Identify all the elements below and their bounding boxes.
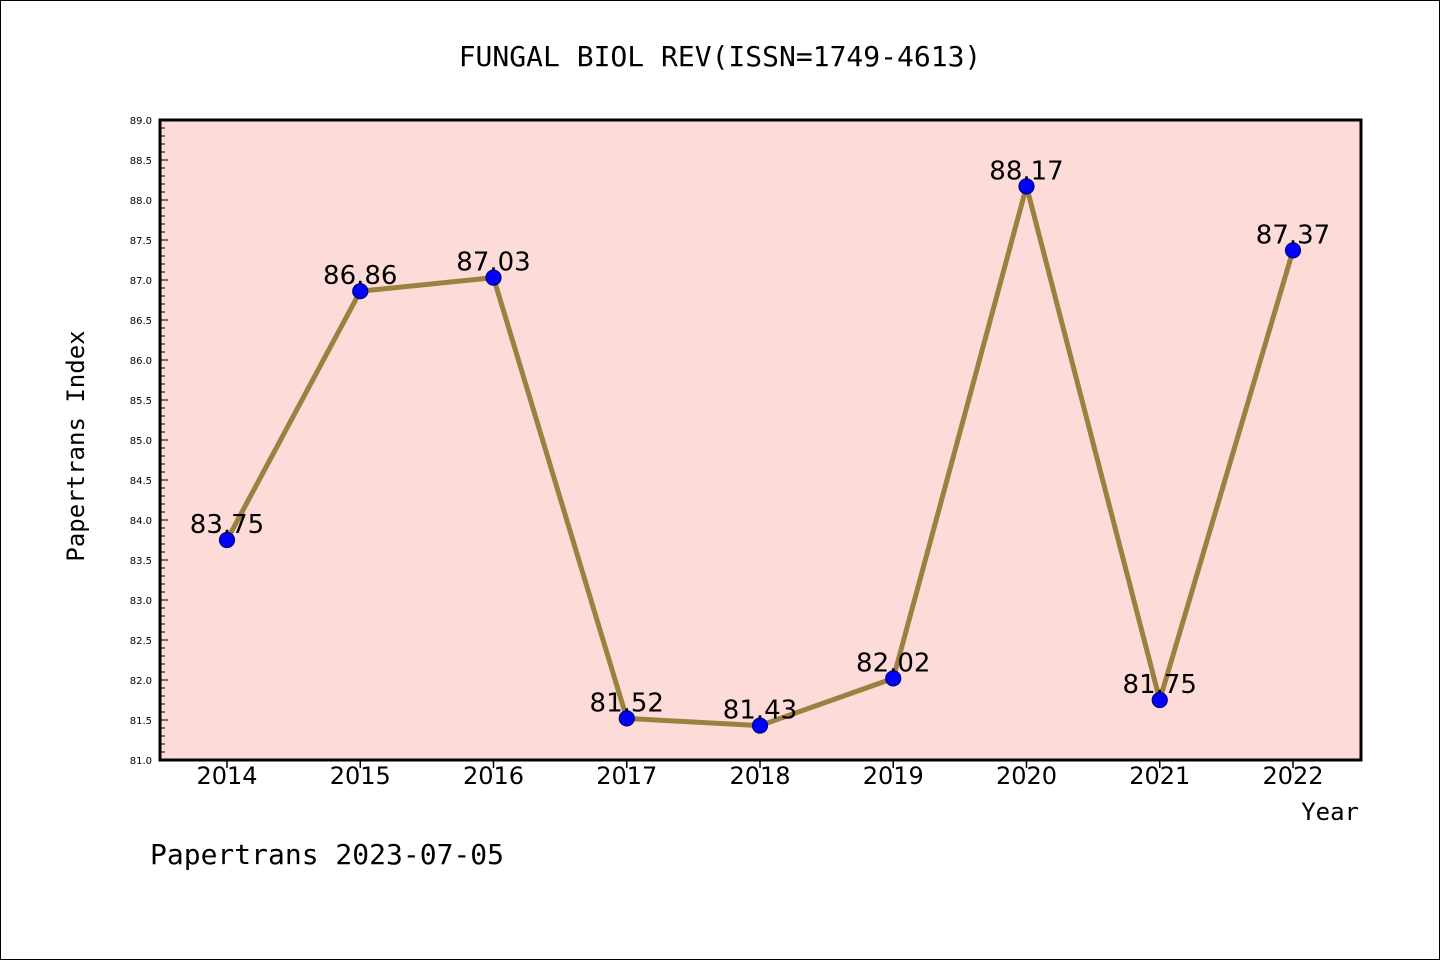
y-tick-label: 85.5: [130, 396, 152, 407]
data-point: [218, 531, 236, 549]
y-tick-label: 83.0: [130, 596, 152, 607]
data-label: 81.52: [590, 688, 664, 718]
y-tick-label: 87.0: [130, 276, 152, 287]
x-tick-label: 2016: [463, 762, 524, 790]
data-label: 87.37: [1256, 220, 1330, 250]
x-tick-label: 2015: [330, 762, 391, 790]
x-tick-label: 2020: [996, 762, 1057, 790]
data-point: [885, 670, 902, 687]
data-label: 83.75: [190, 510, 264, 540]
y-tick-label: 85.0: [130, 436, 152, 447]
chart-title: FUNGAL BIOL REV(ISSN=1749-4613): [459, 40, 982, 73]
data-point: [1151, 691, 1168, 709]
x-tick-label: 2017: [596, 762, 657, 790]
y-tick-label: 84.0: [130, 516, 152, 527]
y-axis: 81.0 81.5 82.0 82.5 83.0 83.5 84.0 84.5 85.0 85.5…: [130, 116, 168, 767]
y-axis-label: Papertrans Index: [62, 330, 90, 561]
y-tick-label: 88.5: [130, 156, 152, 167]
data-point: [485, 269, 502, 286]
data-point: [618, 710, 635, 727]
data-label: 87.03: [456, 248, 530, 278]
data-label: 82.02: [856, 648, 930, 678]
y-tick-label: 84.5: [130, 476, 152, 487]
y-tick-label: 81.5: [130, 716, 152, 727]
x-tick-label: 2014: [196, 762, 257, 790]
y-tick-label: 81.0: [130, 756, 152, 767]
x-tick-label: 2018: [729, 762, 790, 790]
data-label: 88.17: [989, 156, 1063, 186]
y-tick-label: 88.0: [130, 196, 152, 207]
x-tick-label: 2022: [1262, 762, 1323, 790]
x-tick-label: 2019: [863, 762, 924, 790]
data-point: [352, 283, 369, 300]
y-tick-label: 82.0: [130, 676, 152, 687]
y-tick-label: 83.5: [130, 556, 152, 567]
y-tick-label: 82.5: [130, 636, 152, 647]
x-axis-label: Year: [1301, 798, 1359, 826]
series-markers: [218, 178, 1302, 734]
x-tick-label: 2021: [1129, 762, 1190, 790]
data-label: 86.86: [323, 261, 397, 291]
y-tick-label: 89.0: [130, 116, 152, 127]
data-labels: 83.75 86.86 87.03 81.52 81.43 82.02 88.17 81.75…: [190, 156, 1330, 725]
y-tick-label: 86.5: [130, 316, 152, 327]
data-label: 81.75: [1123, 670, 1197, 700]
plot-area: [160, 120, 1361, 760]
data-point: [1284, 242, 1302, 259]
data-point: [1018, 178, 1035, 195]
x-axis: 2014 2015 2016 2017 2018 2019 2020 2021 2022: [196, 760, 1324, 790]
data-point: [751, 717, 769, 734]
y-tick-label: 86.0: [130, 356, 152, 367]
plot-border: [158, 118, 1363, 762]
footer-text: Papertrans 2023-07-05: [150, 838, 504, 871]
y-tick-label: 87.5: [130, 236, 152, 247]
data-label: 81.43: [723, 696, 797, 726]
